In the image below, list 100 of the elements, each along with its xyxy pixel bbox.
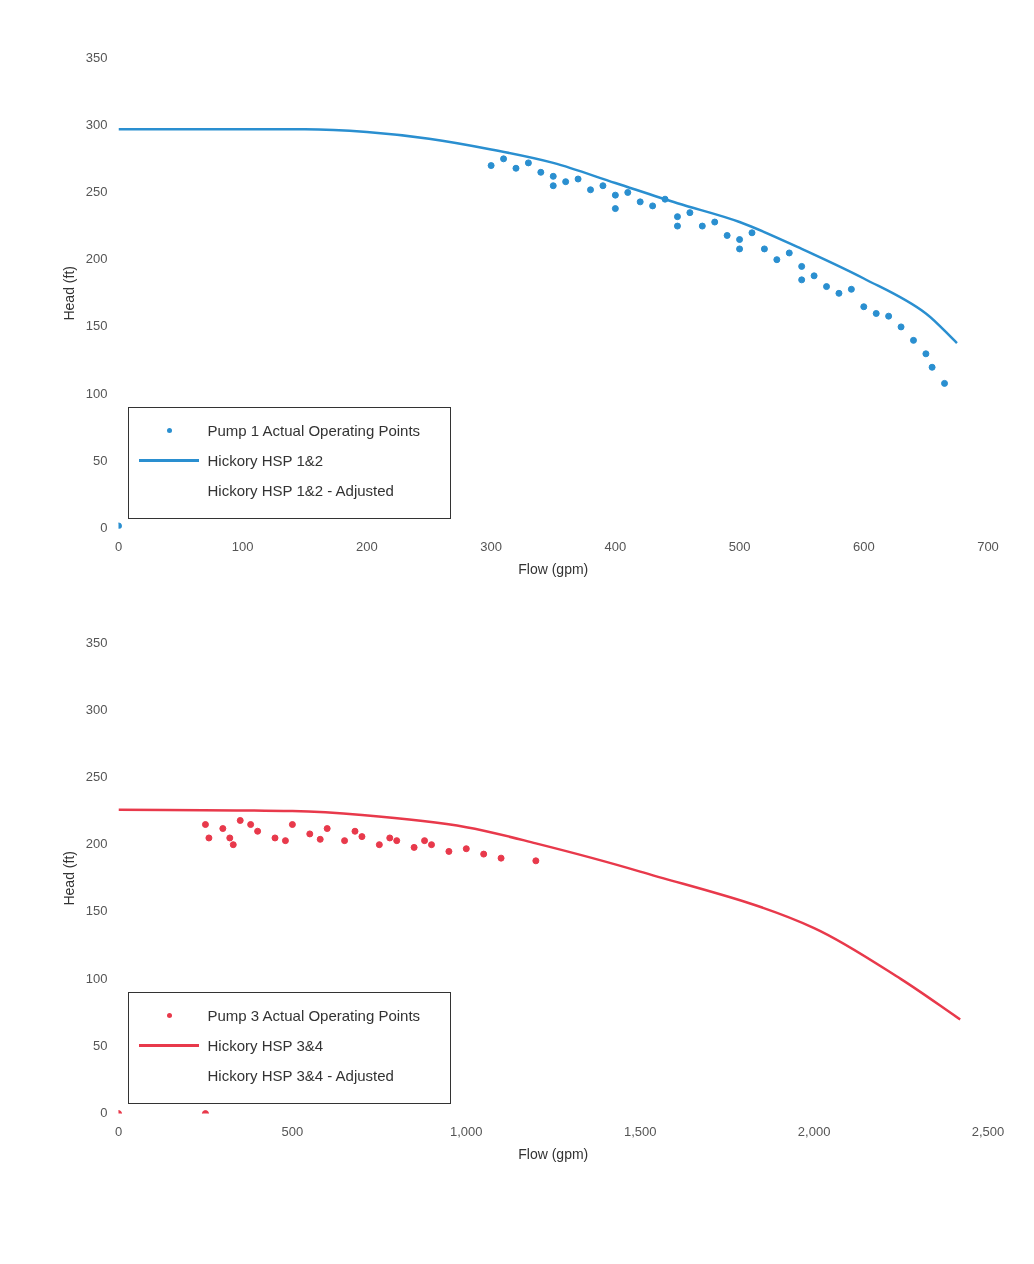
point (773, 256, 781, 264)
y-tick-label: 200 (85, 836, 108, 852)
legend-label: Pump 3 Actual Operating Points (207, 1007, 421, 1025)
point (574, 175, 582, 183)
x-tick-label: 400 (604, 538, 627, 554)
point (205, 834, 213, 842)
x-tick-label: 2,500 (971, 1123, 1005, 1139)
text: Hickory HSP 3&4 - Adjusted (207, 1067, 394, 1085)
legend-label: Pump 1 Actual Operating Points (207, 422, 421, 440)
point (798, 262, 806, 270)
point (928, 363, 936, 371)
y-axis-title: Head (ft) (61, 851, 78, 906)
point (736, 245, 744, 253)
point (748, 229, 756, 237)
y-tick-label: 150 (85, 903, 108, 919)
point (445, 847, 453, 855)
point (428, 841, 436, 849)
x-tick-label: 100 (231, 538, 254, 554)
point (226, 834, 234, 842)
point (941, 379, 949, 387)
x-tick-label: 1,000 (450, 1123, 483, 1139)
y-tick-label: 150 (85, 318, 108, 334)
point (462, 845, 470, 853)
y-tick-label: 100 (85, 385, 108, 401)
point (686, 209, 694, 217)
point (288, 821, 296, 829)
point (736, 236, 744, 244)
y-tick-label: 250 (85, 769, 108, 785)
point (922, 350, 930, 358)
point (661, 195, 669, 203)
point (219, 825, 227, 833)
point (351, 827, 359, 835)
x-tick-label: 600 (852, 538, 875, 554)
point (624, 188, 632, 196)
point (358, 833, 366, 841)
x-tick-label: 200 (356, 538, 378, 554)
point (673, 213, 681, 221)
point (229, 841, 237, 849)
point (386, 834, 394, 842)
y-tick-label: 300 (85, 701, 108, 717)
y-tick-label: 50 (93, 452, 108, 468)
point (254, 827, 262, 835)
point (872, 309, 880, 317)
line-series (118, 128, 959, 345)
y-tick-label: 100 (85, 970, 108, 986)
y-tick-label: 350 (85, 49, 108, 65)
point (281, 837, 289, 845)
y-tick-label: 0 (100, 1105, 108, 1121)
y-tick-label: 0 (100, 520, 108, 536)
point (698, 222, 706, 230)
point (375, 841, 383, 849)
point (860, 303, 868, 311)
point (636, 198, 644, 206)
x-axis-title: Flow (gpm) (518, 1146, 589, 1163)
point (611, 191, 619, 199)
y-tick-label: 350 (85, 634, 108, 650)
x-tick-label: 2,000 (797, 1123, 831, 1139)
y-tick-label: 250 (85, 184, 108, 200)
x-axis-title: Flow (gpm) (518, 561, 589, 578)
x-tick-label: 700 (977, 538, 999, 554)
point (480, 850, 488, 858)
point (500, 155, 508, 163)
point (760, 245, 768, 253)
point (611, 205, 619, 213)
point (835, 289, 843, 297)
point (524, 159, 532, 167)
legend-label: Hickory HSP 1&2 (207, 452, 324, 470)
point (798, 276, 806, 284)
point (512, 164, 520, 172)
point (271, 834, 279, 842)
point (785, 249, 793, 257)
point (549, 172, 557, 180)
point (341, 837, 349, 845)
point (549, 182, 557, 190)
point (823, 283, 831, 291)
point (201, 821, 209, 829)
point (810, 272, 818, 280)
point (649, 202, 657, 210)
point (673, 222, 681, 230)
point (316, 835, 324, 843)
point (393, 837, 401, 845)
point (532, 857, 540, 865)
y-tick-label: 200 (85, 251, 108, 267)
x-tick-label: 0 (114, 1123, 123, 1139)
point (247, 821, 255, 829)
point (587, 186, 595, 194)
point (306, 830, 314, 838)
point (497, 854, 505, 862)
point (421, 837, 429, 845)
x-tick-label: 300 (480, 538, 502, 554)
point (909, 336, 917, 344)
legend-label: Hickory HSP 3&4 (207, 1037, 324, 1055)
point (723, 231, 731, 239)
x-tick-label: 1,500 (623, 1123, 657, 1139)
point (847, 285, 855, 293)
point (562, 178, 570, 186)
point (410, 843, 418, 851)
y-tick-label: 50 (93, 1037, 108, 1053)
y-axis-title: Head (ft) (61, 266, 78, 321)
y-tick-label: 300 (85, 116, 108, 132)
